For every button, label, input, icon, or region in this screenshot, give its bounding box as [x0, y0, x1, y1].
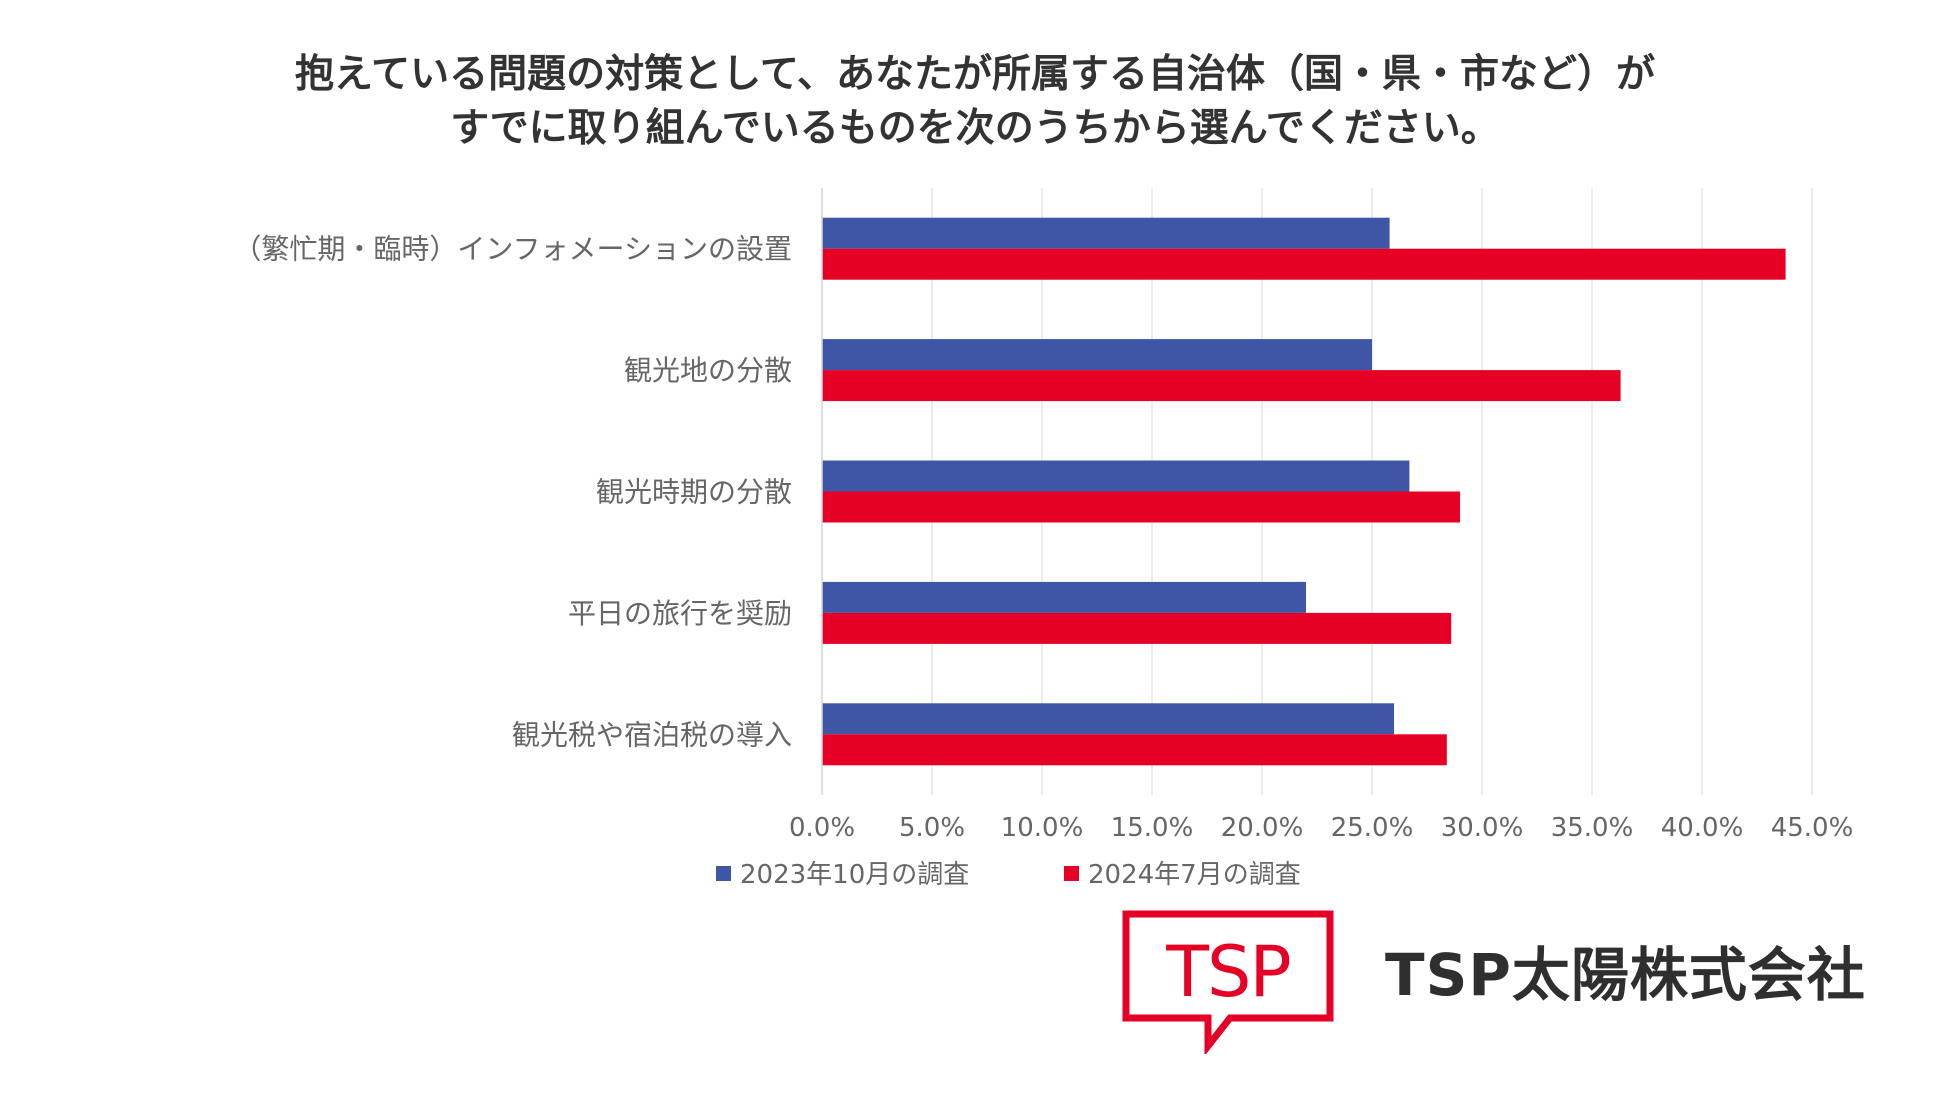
bar-series1	[822, 703, 1394, 735]
bar-series2	[822, 370, 1621, 402]
category-label: 観光税や宿泊税の導入	[512, 718, 792, 751]
bar-series2	[822, 491, 1460, 523]
bar-series2	[822, 248, 1786, 280]
speech-bubble-icon	[1122, 910, 1334, 1054]
legend-label: 2023年10月の調査	[740, 860, 969, 890]
x-tick-label: 10.0%	[1001, 813, 1084, 843]
bar-series1	[822, 339, 1372, 371]
category-label: 観光時期の分散	[596, 476, 792, 509]
category-label: 平日の旅行を奨励	[568, 597, 792, 630]
x-tick-label: 30.0%	[1441, 813, 1524, 843]
legend-label: 2024年7月の調査	[1088, 860, 1301, 890]
tsp-logo: TSP	[1122, 910, 1334, 1054]
bar-series1	[822, 460, 1410, 492]
bar-chart: 0.0% 5.0% 10.0% 15.0% 20.0% 25.0% 30.0% 35.0% 40…	[233, 188, 1854, 890]
category-label: 観光地の分散	[624, 354, 792, 387]
legend-swatch	[716, 866, 731, 881]
title-line-1: 抱えている問題の対策として、あなたが所属する自治体（国・県・市など）が	[295, 52, 1655, 97]
category-label: （繁忙期・臨時）インフォメーションの設置	[233, 233, 792, 266]
x-tick-label: 45.0%	[1771, 813, 1854, 843]
bar-series1	[822, 581, 1306, 613]
x-tick-label: 5.0%	[899, 813, 965, 843]
bar-series2	[822, 734, 1447, 766]
logo-text: TSP	[1165, 931, 1289, 1013]
x-tick-label: 0.0%	[789, 813, 855, 843]
chart-title: 抱えている問題の対策として、あなたが所属する自治体（国・県・市など）が すでに取…	[0, 48, 1950, 156]
x-tick-label: 20.0%	[1221, 813, 1304, 843]
x-tick-label: 25.0%	[1331, 813, 1414, 843]
company-name: TSP太陽株式会社	[1385, 941, 1866, 1009]
bar-series1	[822, 217, 1390, 249]
x-tick-label: 15.0%	[1111, 813, 1194, 843]
x-tick-label: 35.0%	[1551, 813, 1634, 843]
title-line-2: すでに取り組んでいるものを次のうちから選んでください。	[450, 106, 1500, 151]
legend-swatch	[1064, 866, 1079, 881]
x-tick-label: 40.0%	[1661, 813, 1744, 843]
bar-series2	[822, 612, 1452, 644]
